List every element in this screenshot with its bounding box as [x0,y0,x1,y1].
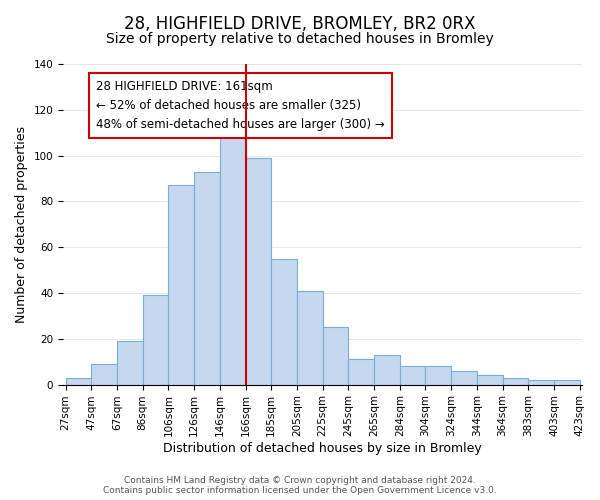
Bar [297,290,323,384]
Bar [91,364,117,384]
Bar [220,132,245,384]
Bar [194,172,220,384]
Bar [503,378,529,384]
Bar [400,366,425,384]
Bar [425,366,451,384]
Bar [117,341,143,384]
Text: 28, HIGHFIELD DRIVE, BROMLEY, BR2 0RX: 28, HIGHFIELD DRIVE, BROMLEY, BR2 0RX [124,15,476,33]
Text: Contains HM Land Registry data © Crown copyright and database right 2024.
Contai: Contains HM Land Registry data © Crown c… [103,476,497,495]
Bar [143,296,169,384]
X-axis label: Distribution of detached houses by size in Bromley: Distribution of detached houses by size … [163,442,482,455]
Bar [554,380,580,384]
Y-axis label: Number of detached properties: Number of detached properties [15,126,28,323]
Bar [529,380,554,384]
Bar [245,158,271,384]
Bar [323,328,349,384]
Bar [374,355,400,384]
Bar [349,360,374,384]
Text: 28 HIGHFIELD DRIVE: 161sqm
← 52% of detached houses are smaller (325)
48% of sem: 28 HIGHFIELD DRIVE: 161sqm ← 52% of deta… [97,80,385,131]
Bar [477,376,503,384]
Bar [271,258,297,384]
Bar [65,378,91,384]
Bar [451,371,477,384]
Text: Size of property relative to detached houses in Bromley: Size of property relative to detached ho… [106,32,494,46]
Bar [169,186,194,384]
